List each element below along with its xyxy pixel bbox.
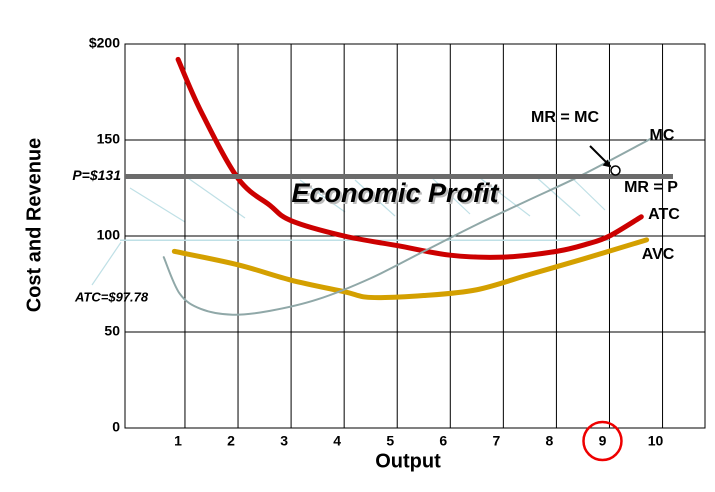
highlight-circle bbox=[582, 420, 623, 462]
profit-label: Economic Profit bbox=[291, 178, 499, 208]
annotation: MC bbox=[650, 127, 675, 144]
x-tick-label: 2 bbox=[227, 433, 235, 449]
price-label: P=$131 bbox=[72, 167, 121, 183]
annotation: MR = MC bbox=[531, 109, 599, 126]
atc-level-label: ATC=$97.78 bbox=[74, 289, 149, 304]
x-tick-label: 7 bbox=[492, 433, 500, 449]
x-tick-label: 5 bbox=[386, 433, 394, 449]
x-tick-label: 3 bbox=[280, 433, 288, 449]
y-tick-label: $200 bbox=[89, 35, 120, 51]
y-tick-label: 100 bbox=[97, 227, 121, 243]
atc-pointer bbox=[91, 241, 122, 286]
profit-label-shadow: Economic Profit bbox=[293, 180, 501, 210]
annotation: ATC bbox=[648, 206, 680, 223]
equilibrium-point bbox=[610, 165, 621, 176]
y-tick-label: 0 bbox=[112, 419, 120, 435]
arrow-head bbox=[602, 159, 612, 168]
x-axis-label: Output bbox=[375, 450, 441, 472]
x-tick-label: 9 bbox=[599, 433, 607, 449]
x-tick-label: 4 bbox=[333, 433, 341, 449]
series-line bbox=[175, 56, 644, 260]
series-line bbox=[162, 137, 653, 316]
x-tick-label: 8 bbox=[546, 433, 554, 449]
y-tick-label: 150 bbox=[97, 131, 121, 147]
y-tick-label: 50 bbox=[104, 323, 120, 339]
series-line bbox=[171, 237, 650, 301]
x-tick-label: 1 bbox=[174, 433, 182, 449]
y-axis-label: Cost and Revenue bbox=[23, 138, 45, 312]
x-tick-label: 6 bbox=[439, 433, 447, 449]
x-tick-label: 10 bbox=[648, 433, 664, 449]
annotation: AVC bbox=[642, 246, 675, 263]
annotation: MR = P bbox=[624, 179, 678, 196]
